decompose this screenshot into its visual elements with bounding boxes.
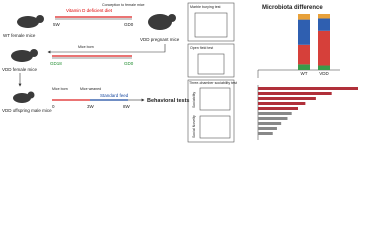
bar-segment — [318, 18, 330, 31]
label: Three-chamber sociability test — [189, 81, 237, 85]
bar — [258, 107, 298, 110]
label: Mice born — [52, 87, 68, 91]
label: Behavioral tests — [147, 98, 190, 104]
label: WT female mice — [3, 33, 36, 38]
bar — [258, 97, 316, 100]
bar-segment — [298, 64, 310, 70]
bar — [258, 127, 277, 130]
label: 3W — [87, 104, 95, 109]
label: Conception to female mice — [102, 3, 145, 7]
label: Marble burying test — [190, 5, 221, 9]
label: 5W — [53, 22, 61, 27]
bar-segment — [318, 65, 330, 70]
bar-segment — [318, 14, 330, 19]
label: GD0 — [124, 22, 134, 27]
bar-segment — [298, 19, 310, 45]
label: VDD offspring male mice — [2, 108, 52, 113]
mice — [11, 14, 176, 103]
bar — [258, 92, 332, 95]
label: Social Novelty — [192, 115, 196, 138]
bar — [258, 112, 292, 115]
x-label: VDD — [319, 71, 329, 76]
label: Mice weaned — [80, 87, 101, 91]
arrow — [47, 44, 166, 54]
panels — [187, 2, 235, 143]
bar-segment — [318, 30, 330, 66]
label: Vitamin D deficient diet — [66, 8, 113, 13]
bar-segment — [298, 44, 310, 65]
bar — [258, 122, 282, 125]
label: VDD pregnant mice — [140, 37, 180, 42]
label: Sociability — [192, 92, 196, 108]
x-label: WT — [301, 71, 308, 76]
label: 8W — [123, 104, 131, 109]
chart-title: Microbiota difference — [262, 5, 323, 11]
bar — [258, 117, 288, 120]
figure: WT female mice Vitamin D deficient diet … — [2, 2, 358, 143]
bar-segment — [298, 14, 310, 20]
label: Open field test — [190, 46, 213, 50]
bar — [258, 132, 273, 135]
bar — [258, 102, 306, 105]
label: Standard feed — [100, 93, 129, 98]
label: Mice born — [78, 45, 94, 49]
bar — [258, 87, 358, 90]
label: 0 — [52, 104, 55, 109]
label: GD18 — [50, 61, 62, 66]
label: GD0 — [124, 61, 134, 66]
label: VDD female mice — [2, 67, 38, 72]
